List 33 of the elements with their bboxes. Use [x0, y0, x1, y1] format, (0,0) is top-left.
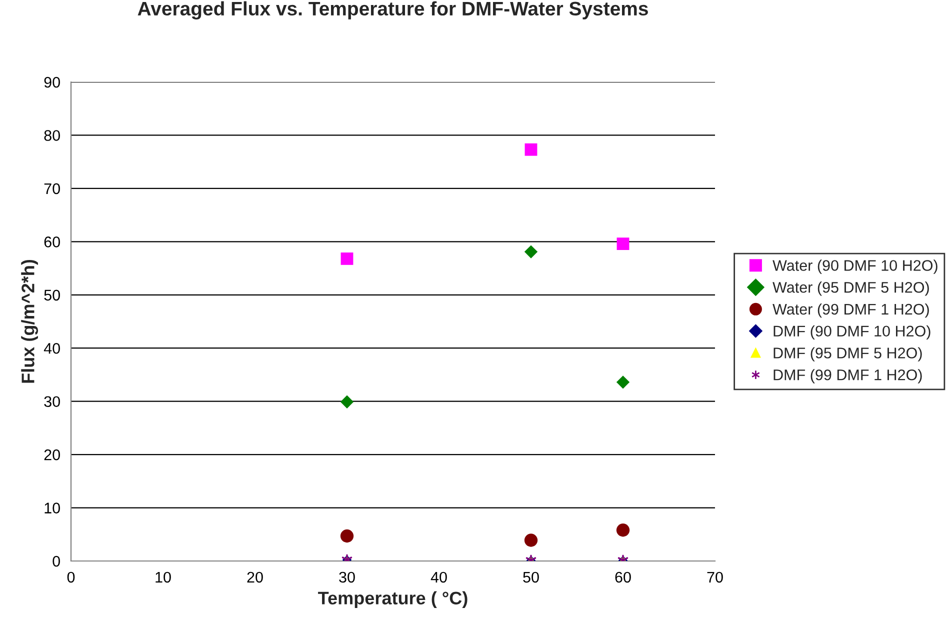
point	[524, 245, 538, 258]
x-tick-label: 0	[67, 572, 75, 583]
x-tick-label: 10	[156, 572, 171, 583]
point	[340, 395, 354, 408]
y-tick-label: 60	[44, 236, 60, 248]
y-tick-label: 0	[52, 556, 60, 567]
point	[524, 143, 538, 156]
legend-label: Water (90 DMF 10 H2O)	[772, 260, 938, 274]
y-tick-label: 80	[44, 130, 60, 141]
legend-label: Water (95 DMF 5 H2O)	[772, 282, 929, 296]
chart-title: Averaged Flux vs. Temperature for DMF-Water Systems	[138, 1, 648, 20]
x-tick-label: 30	[339, 572, 355, 583]
y-tick-label: 70	[44, 183, 60, 194]
legend-label: Water (99 DMF 1 H2O)	[772, 303, 929, 318]
y-tick-label: 90	[44, 76, 60, 88]
legend-label: DMF (99 DMF 1 H2O)	[774, 369, 922, 384]
x-tick-label: 40	[430, 572, 447, 583]
point	[616, 376, 630, 389]
y-tick-label: 30	[44, 396, 60, 408]
y-axis-title: Flux (g/m^2*h)	[21, 260, 38, 383]
y-tick-label: 50	[44, 290, 60, 301]
point	[340, 252, 354, 265]
x-tick-label: 60	[615, 572, 631, 583]
x-axis-title: Temperature ( °C)	[318, 591, 468, 608]
legend-label: DMF (95 DMF 5 H2O)	[774, 347, 922, 362]
legend-label: DMF (90 DMF 10 H2O)	[774, 325, 930, 340]
x-tick-label: 20	[247, 572, 263, 583]
y-tick-label: 20	[44, 449, 60, 460]
y-tick-label: 40	[44, 342, 60, 354]
x-tick-label: 50	[523, 572, 539, 583]
y-tick-label: 10	[44, 502, 60, 514]
x-tick-label: 70	[707, 572, 723, 583]
point	[616, 238, 630, 250]
